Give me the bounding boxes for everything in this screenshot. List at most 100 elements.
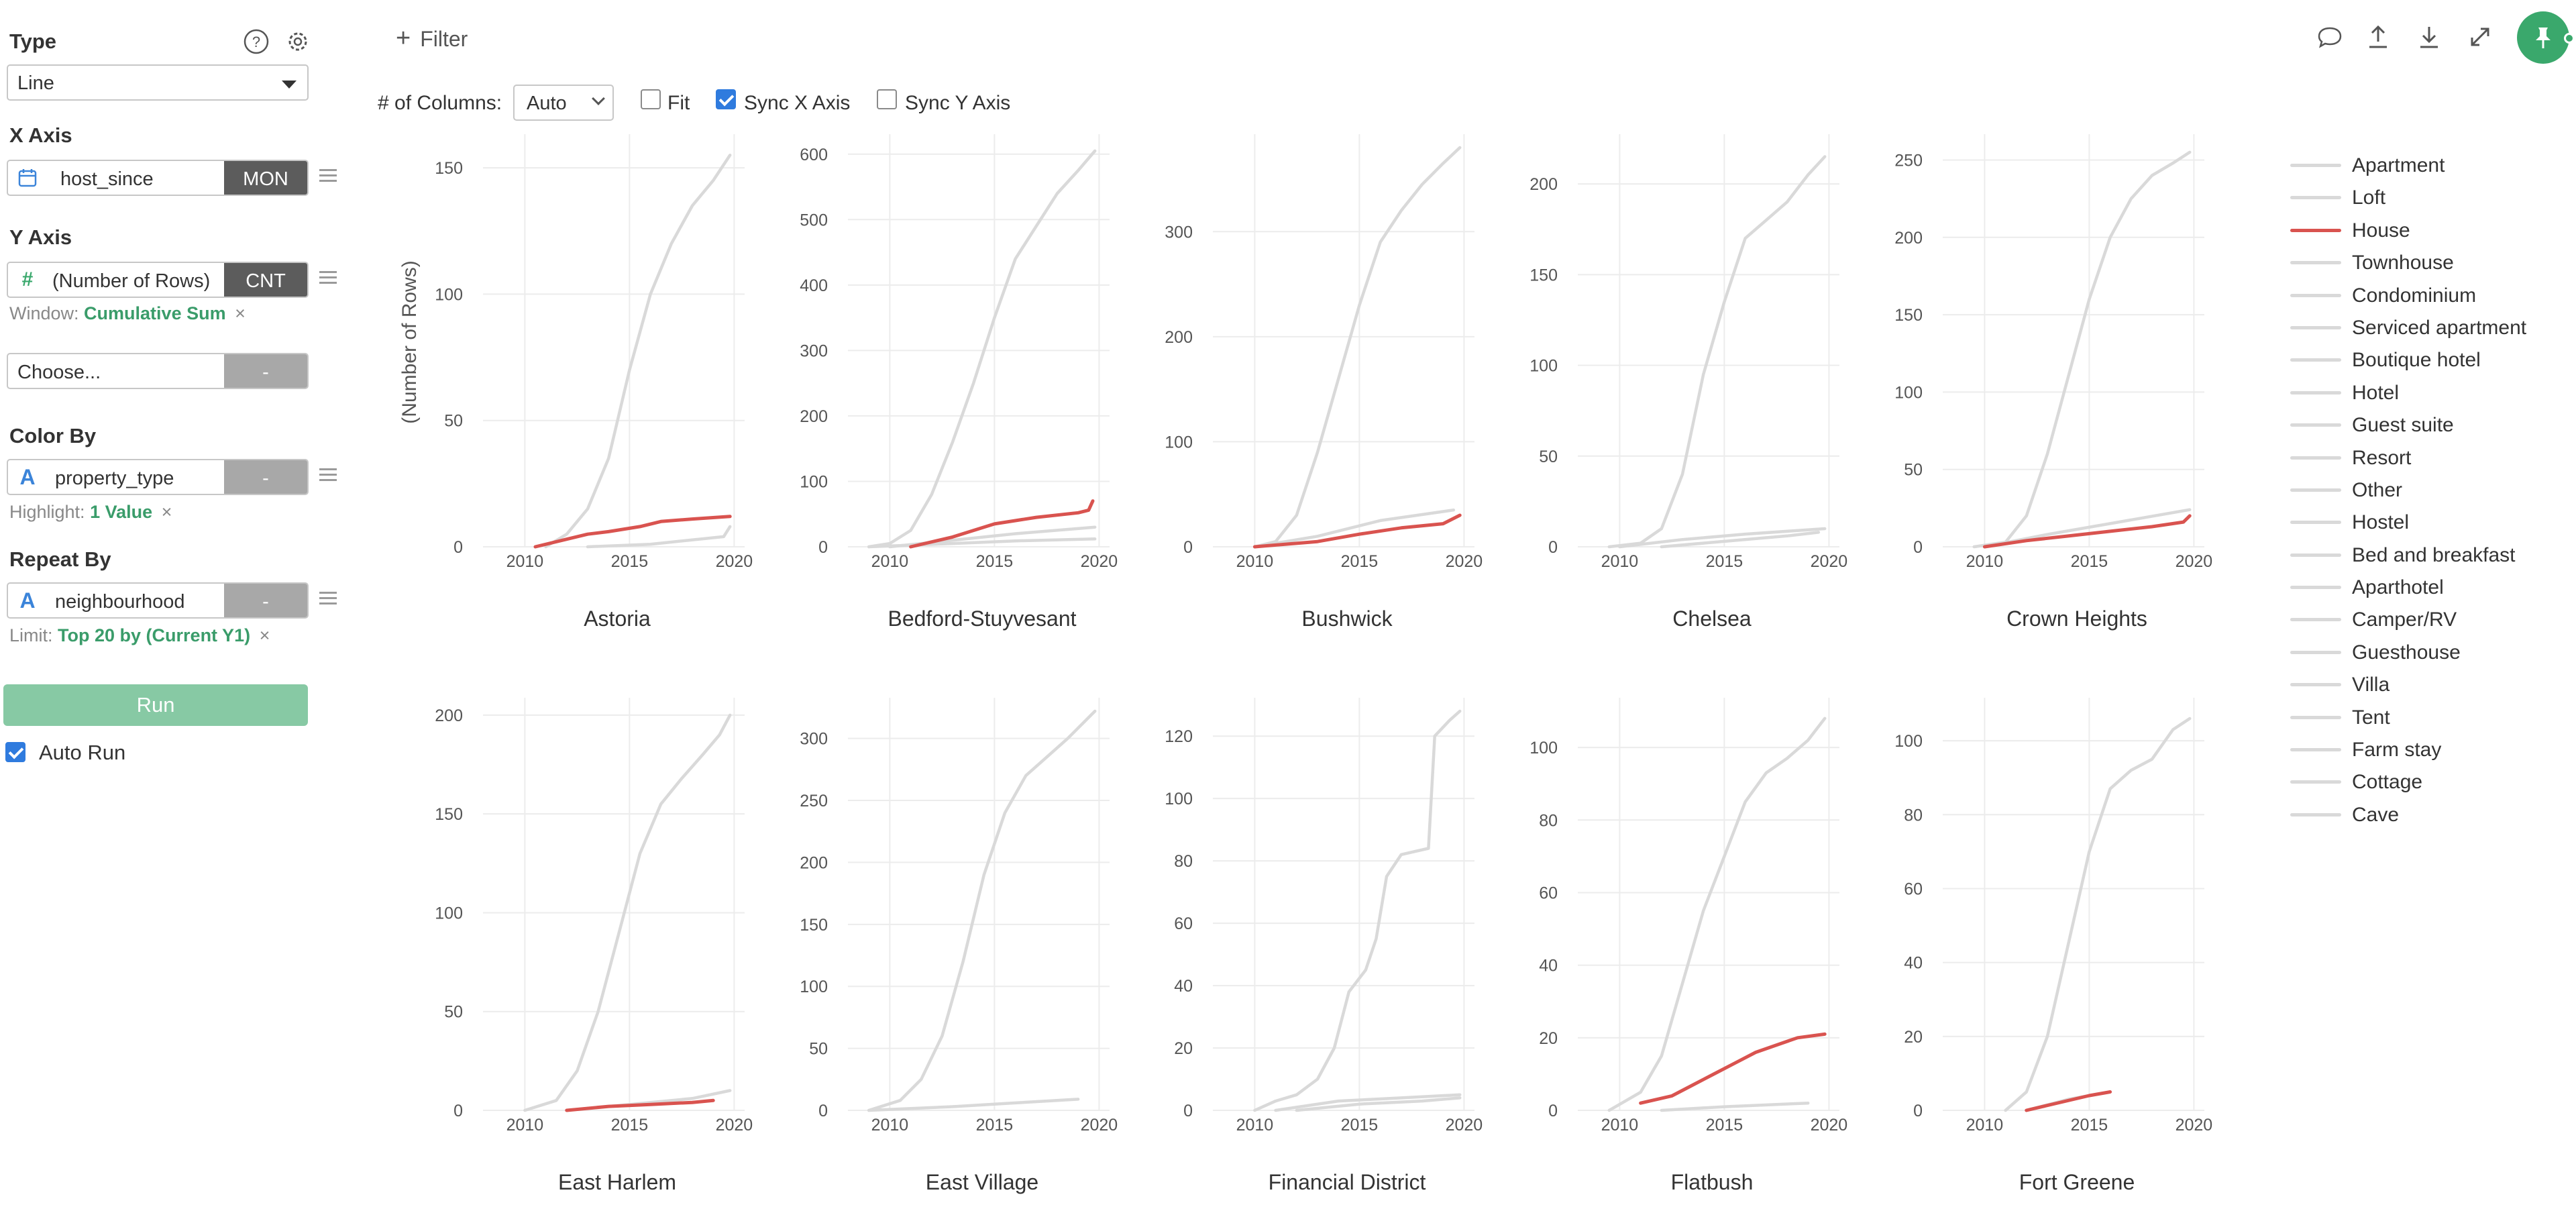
x-axis-aggregation-button[interactable]: MON — [224, 161, 307, 195]
chart-type-select[interactable]: Line — [7, 64, 309, 101]
download-icon[interactable] — [2415, 23, 2443, 51]
auto-run-checkbox[interactable] — [5, 742, 25, 762]
pin-button[interactable] — [2517, 11, 2575, 64]
legend-item[interactable]: Guest suite — [2290, 409, 2572, 441]
x-tick-label: 2015 — [2071, 1116, 2108, 1135]
y-tick-label: 200 — [435, 706, 463, 725]
y-tick-label: 400 — [800, 276, 828, 295]
y2-aggregation-button[interactable]: - — [224, 354, 307, 388]
legend-label: Camper/RV — [2352, 609, 2457, 631]
y-tick-label: 100 — [1894, 732, 1923, 751]
x-tick-label: 2015 — [1341, 552, 1379, 571]
y2-choose-field[interactable]: Choose... - — [7, 353, 309, 389]
legend-item[interactable]: Guesthouse — [2290, 636, 2572, 668]
legend-item[interactable]: Villa — [2290, 668, 2572, 700]
series-line-apartment — [544, 154, 732, 549]
legend-item[interactable]: Bed and breakfast — [2290, 539, 2572, 571]
legend-item[interactable]: Aparthotel — [2290, 571, 2572, 603]
chart-config-panel: Type ? Line X Axis host_since MON Y Axis… — [0, 0, 337, 1213]
series-line-apartment — [867, 149, 1097, 549]
legend-item[interactable]: Boutique hotel — [2290, 344, 2572, 376]
sync-y-axis-checkbox[interactable] — [877, 89, 897, 109]
series-line-loft — [867, 537, 1097, 549]
upload-icon[interactable] — [2364, 23, 2392, 51]
repeat-by-field[interactable]: A neighbourhood - — [7, 582, 309, 619]
legend-item[interactable]: Serviced apartment — [2290, 311, 2572, 344]
y-axis-aggregation-button[interactable]: CNT — [224, 263, 307, 297]
y-tick-label: 20 — [1174, 1039, 1193, 1058]
y-tick-label: 50 — [809, 1040, 828, 1059]
series-line-apartment — [1607, 717, 1827, 1112]
legend-label: Guesthouse — [2352, 641, 2461, 664]
gear-icon[interactable] — [284, 28, 311, 55]
x-tick-label: 2010 — [1601, 1116, 1639, 1135]
remove-limit-icon[interactable]: × — [259, 625, 270, 645]
legend-item[interactable]: Other — [2290, 474, 2572, 506]
y-tick-label: 50 — [1904, 461, 1923, 480]
legend-swatch — [2290, 683, 2341, 687]
repeat-by-aggregation-button[interactable]: - — [224, 584, 307, 617]
y-tick-label: 300 — [1165, 223, 1193, 242]
legend-item[interactable]: Apartment — [2290, 149, 2572, 181]
x-tick-label: 2010 — [1966, 552, 2004, 571]
columns-select[interactable]: Auto — [513, 85, 614, 121]
highlight-prefix: Highlight: — [9, 502, 85, 522]
x-axis-menu-icon[interactable] — [319, 169, 337, 182]
legend-label: Condominium — [2352, 284, 2477, 307]
x-tick-label: 2020 — [1811, 1116, 1848, 1135]
y-axis-menu-icon[interactable] — [319, 271, 337, 284]
series-line-apartment — [867, 709, 1097, 1112]
window-value-link[interactable]: Cumulative Sum — [84, 303, 226, 323]
y-tick-label: 60 — [1904, 880, 1923, 898]
legend-item[interactable]: Tent — [2290, 701, 2572, 733]
remove-window-icon[interactable]: × — [235, 303, 246, 323]
x-axis-field[interactable]: host_since MON — [7, 160, 309, 196]
chart-panel: 0 50 100 150 200 2010 2015 2020 Chelsea — [1529, 134, 1847, 631]
legend-item[interactable]: Farm stay — [2290, 733, 2572, 766]
panel-title: Fort Greene — [2019, 1170, 2135, 1194]
run-button[interactable]: Run — [3, 684, 308, 726]
highlight-value-link[interactable]: 1 Value — [90, 502, 153, 522]
legend-item[interactable]: Cave — [2290, 798, 2572, 831]
series-line-house — [533, 515, 732, 549]
legend-item[interactable]: Hostel — [2290, 506, 2572, 538]
legend-item[interactable]: Loft — [2290, 181, 2572, 213]
repeat-by-menu-icon[interactable] — [319, 592, 337, 605]
series-line-house — [909, 499, 1095, 549]
series-line-loft — [1618, 527, 1827, 549]
fit-checkbox[interactable] — [641, 89, 661, 109]
legend-item[interactable]: House — [2290, 214, 2572, 246]
expand-icon[interactable] — [2466, 23, 2494, 51]
help-icon[interactable]: ? — [243, 28, 270, 55]
legend-swatch — [2290, 812, 2341, 816]
y-tick-label: 0 — [818, 538, 828, 557]
sync-x-axis-checkbox[interactable] — [716, 89, 736, 109]
y-axis-field[interactable]: # (Number of Rows) CNT — [7, 262, 309, 298]
chart-panel: 0 20 40 60 80 100 2010 2015 2020 Flatbush — [1529, 698, 1847, 1194]
comment-icon[interactable] — [2316, 23, 2344, 51]
series-line-loft — [1253, 508, 1456, 549]
y-tick-label: 250 — [800, 792, 828, 810]
limit-value-link[interactable]: Top 20 by (Current Y1) — [58, 625, 251, 645]
series-line-apartment — [1253, 709, 1462, 1112]
series-line-other — [586, 525, 732, 549]
y-tick-label: 200 — [1894, 229, 1923, 248]
legend-item[interactable]: Condominium — [2290, 279, 2572, 311]
legend-label: Guest suite — [2352, 414, 2454, 437]
legend-label: Apartment — [2352, 154, 2445, 176]
legend-item[interactable]: Cottage — [2290, 766, 2572, 798]
color-by-menu-icon[interactable] — [319, 468, 337, 482]
columns-label: # of Columns: — [378, 92, 502, 114]
legend-item[interactable]: Townhouse — [2290, 246, 2572, 278]
y-tick-label: 0 — [453, 538, 463, 557]
filter-button[interactable]: + Filter — [396, 24, 468, 53]
color-by-field[interactable]: A property_type - — [7, 459, 309, 495]
legend-item[interactable]: Camper/RV — [2290, 603, 2572, 635]
series-line-house — [1982, 514, 2192, 549]
color-by-aggregation-button[interactable]: - — [224, 460, 307, 494]
legend-swatch — [2290, 488, 2341, 492]
remove-highlight-icon[interactable]: × — [161, 502, 172, 522]
pin-icon — [2536, 28, 2551, 48]
legend-item[interactable]: Resort — [2290, 441, 2572, 474]
legend-item[interactable]: Hotel — [2290, 376, 2572, 409]
